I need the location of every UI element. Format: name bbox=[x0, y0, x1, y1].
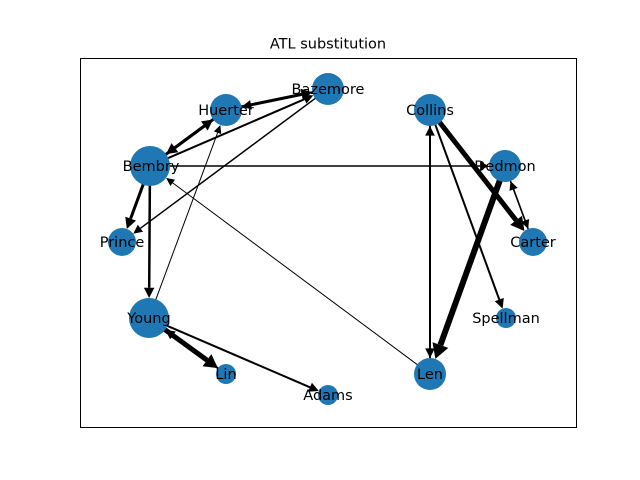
edge-bembry-to-bazemore bbox=[159, 94, 314, 163]
node-spellman bbox=[496, 308, 516, 328]
edge-line bbox=[432, 117, 501, 300]
edge-line bbox=[172, 334, 223, 372]
edge-arrowhead bbox=[213, 125, 222, 135]
edge-line bbox=[158, 321, 311, 389]
node-young bbox=[129, 298, 169, 338]
labels-layer: Bazemore Huerter Bembry Prince Young Lin Adams… bbox=[100, 82, 556, 404]
node-label-dedmon: Dedmon bbox=[474, 159, 535, 175]
edge-bembry-to-young bbox=[143, 176, 155, 298]
edge-arrowhead bbox=[166, 177, 175, 186]
edge-arrowhead bbox=[166, 143, 179, 155]
node-carter bbox=[519, 228, 547, 256]
node-huerter bbox=[210, 94, 242, 126]
edge-arrowhead bbox=[509, 181, 518, 191]
node-label-bembry: Bembry bbox=[123, 159, 180, 175]
node-dedmon bbox=[489, 150, 521, 182]
edge-line bbox=[512, 189, 532, 236]
node-prince bbox=[108, 228, 136, 256]
edge-carter-to-dedmon bbox=[509, 181, 532, 236]
edge-arrowhead bbox=[241, 100, 252, 110]
nodes-layer bbox=[108, 73, 547, 405]
edge-arrowhead bbox=[494, 297, 504, 309]
node-label-lin: Lin bbox=[215, 367, 236, 383]
plot-frame bbox=[80, 58, 577, 428]
edge-line bbox=[139, 93, 322, 229]
edge-arrowhead bbox=[165, 329, 176, 340]
node-label-carter: Carter bbox=[510, 235, 556, 251]
node-label-len: Len bbox=[417, 367, 443, 383]
edges-layer bbox=[125, 88, 532, 392]
edge-arrowhead bbox=[510, 215, 525, 231]
edge-len-to-bembry bbox=[166, 177, 424, 370]
edge-collins-to-spellman bbox=[432, 117, 504, 309]
edge-bembry-to-dedmon bbox=[161, 161, 489, 171]
edge-line bbox=[437, 173, 505, 347]
edge-lin-to-young bbox=[165, 329, 223, 372]
edge-arrowhead bbox=[143, 287, 155, 298]
edge-arrowhead bbox=[308, 382, 319, 392]
edge-young-to-huerter bbox=[152, 125, 222, 308]
edge-arrowhead bbox=[125, 216, 136, 229]
node-label-huerter: Huerter bbox=[198, 103, 254, 119]
edge-arrowhead bbox=[425, 126, 435, 136]
node-len bbox=[414, 358, 446, 390]
node-collins bbox=[414, 94, 446, 126]
edge-bazemore-to-huerter bbox=[241, 89, 320, 110]
node-adams bbox=[318, 385, 338, 405]
edge-line bbox=[159, 98, 305, 163]
edge-arrowhead bbox=[302, 94, 314, 104]
edge-dedmon-to-len bbox=[432, 173, 505, 359]
edge-arrowhead bbox=[480, 161, 489, 171]
edge-arrowhead bbox=[133, 224, 143, 234]
node-bazemore bbox=[312, 73, 344, 105]
edge-line bbox=[172, 182, 424, 370]
edge-line bbox=[433, 115, 519, 222]
edge-line bbox=[152, 132, 219, 308]
edge-huerter-to-bembry bbox=[166, 113, 220, 155]
node-label-spellman: Spellman bbox=[472, 311, 540, 327]
node-label-collins: Collins bbox=[406, 103, 454, 119]
edge-line bbox=[147, 176, 152, 288]
node-label-prince: Prince bbox=[100, 235, 145, 251]
node-bembry bbox=[130, 146, 170, 186]
node-label-adams: Adams bbox=[303, 388, 352, 404]
edge-len-to-collins bbox=[425, 126, 435, 366]
edge-bazemore-to-prince bbox=[133, 93, 322, 234]
edge-arrowhead bbox=[432, 342, 449, 359]
edge-line bbox=[250, 89, 320, 106]
edge-line bbox=[174, 113, 220, 149]
node-label-young: Young bbox=[126, 311, 170, 327]
chart-title: ATL substitution bbox=[270, 37, 386, 53]
edge-young-to-adams bbox=[158, 321, 319, 392]
edge-collins-to-carter bbox=[433, 115, 525, 231]
node-label-bazemore: Bazemore bbox=[292, 82, 365, 98]
node-lin bbox=[216, 364, 236, 384]
